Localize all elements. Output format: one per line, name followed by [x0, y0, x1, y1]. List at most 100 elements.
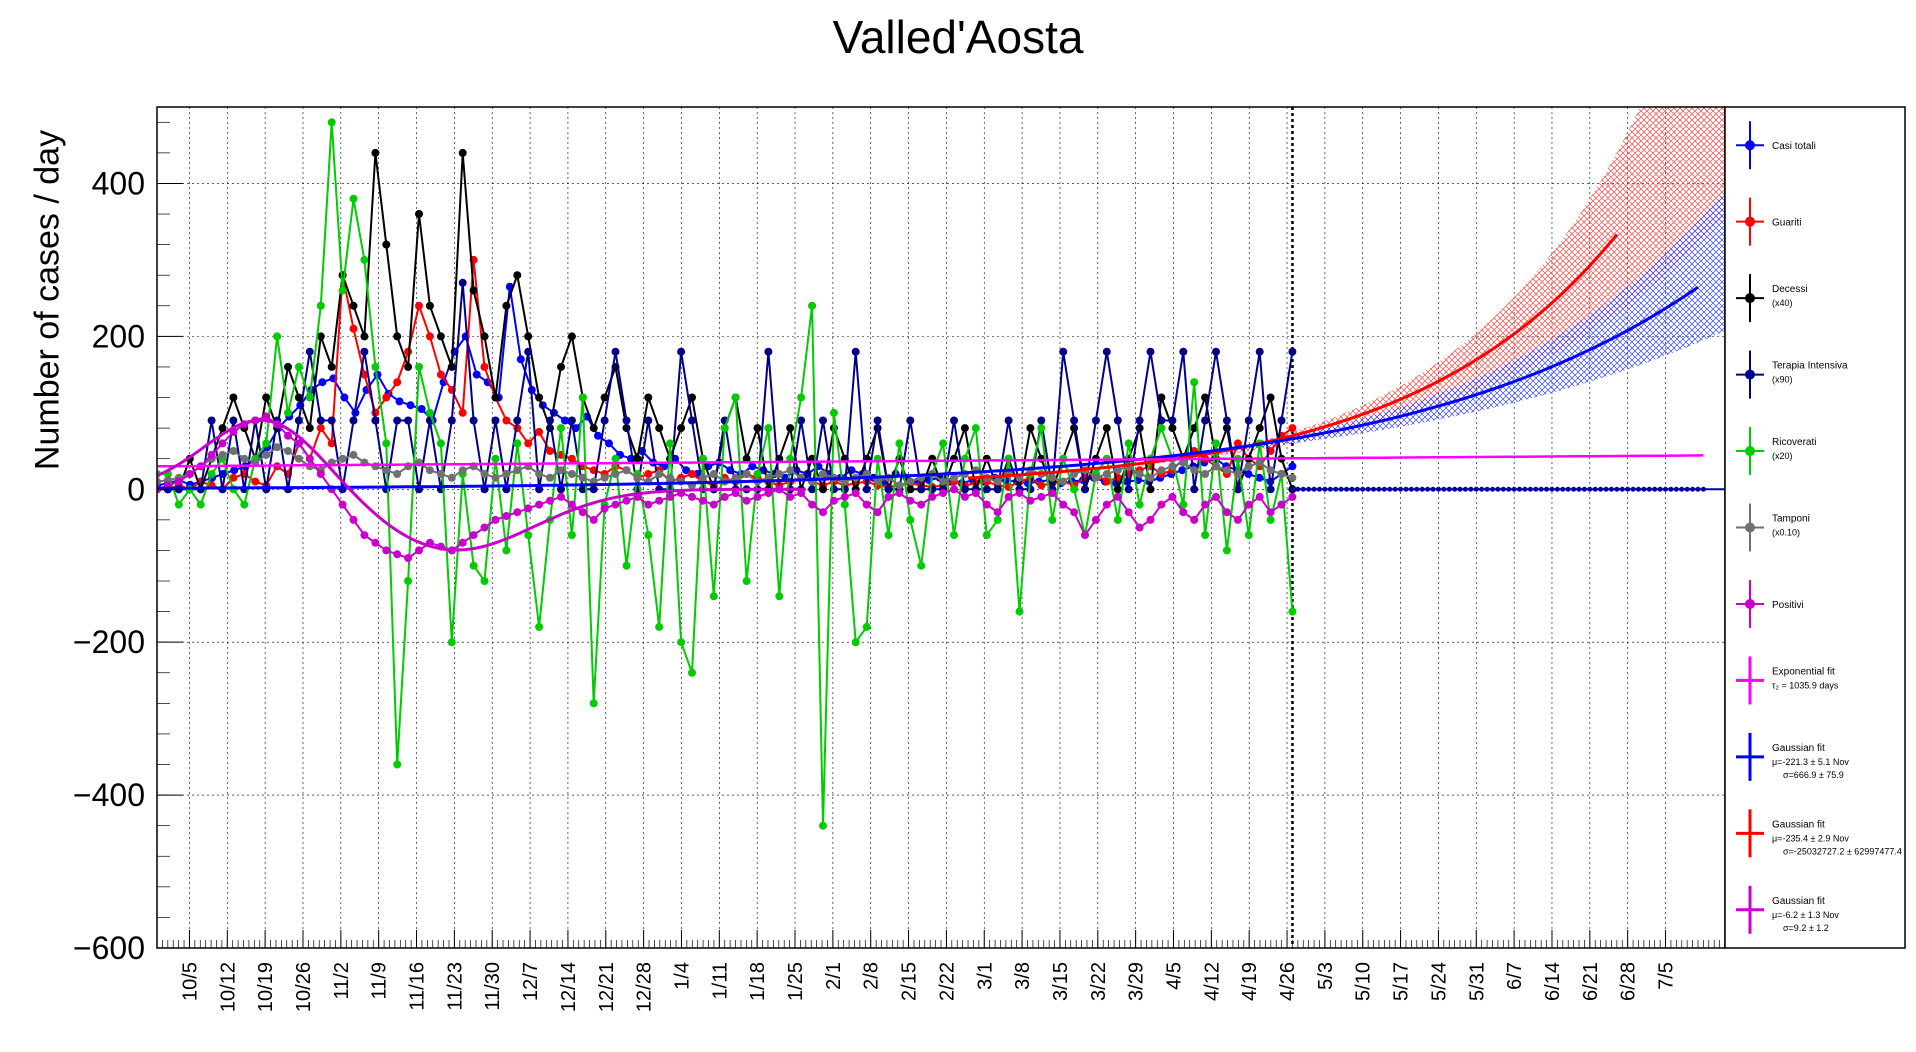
series-point	[480, 332, 489, 341]
series-point	[393, 550, 402, 559]
series-point	[318, 378, 327, 387]
series-point	[1222, 508, 1231, 517]
series-point	[316, 332, 325, 341]
series-point	[1222, 416, 1231, 425]
series-point	[731, 489, 740, 498]
series-point	[1135, 470, 1144, 478]
series-point	[1004, 416, 1013, 425]
x-tick-label: 11/23	[444, 962, 466, 1011]
series-point	[1157, 466, 1166, 475]
series-point	[819, 508, 827, 517]
series-point	[666, 473, 675, 482]
series-point	[960, 424, 969, 433]
series-point	[1201, 470, 1210, 478]
legend-label: Gaussian fit	[1772, 819, 1825, 830]
series-point	[360, 370, 369, 379]
series-point	[371, 148, 380, 157]
series-point	[775, 592, 784, 601]
series-point	[622, 466, 631, 475]
series-point	[1222, 546, 1231, 555]
series-point	[819, 485, 827, 494]
series-point	[338, 454, 347, 463]
series-point	[622, 561, 631, 570]
series-point	[884, 531, 893, 540]
x-tick-label: 1/18	[747, 962, 769, 1001]
series-point	[1026, 424, 1035, 433]
x-tick-label: 5/10	[1353, 962, 1375, 1001]
series-point	[349, 450, 358, 459]
series-point	[1135, 523, 1144, 532]
series-point	[1288, 492, 1297, 501]
series-point	[600, 504, 609, 513]
y-tick-label: −200	[73, 624, 145, 660]
x-tick-label: 10/26	[293, 962, 315, 1012]
series-point	[655, 622, 664, 631]
x-tick-label: 10/5	[179, 962, 201, 1001]
series-point	[1070, 485, 1079, 494]
series-point	[502, 546, 511, 555]
series-point	[709, 470, 718, 478]
legend-sublabel: (x20)	[1772, 451, 1793, 461]
series-point	[960, 485, 969, 494]
series-point	[1179, 347, 1188, 356]
series-point	[294, 439, 303, 448]
series-point	[349, 194, 358, 203]
series-point	[349, 515, 358, 524]
x-tick-label: 10/19	[255, 962, 277, 1012]
series-point	[720, 424, 729, 433]
series-point	[677, 638, 686, 647]
series-point	[218, 439, 227, 448]
series-point	[1190, 485, 1199, 494]
series-point	[873, 477, 882, 486]
series-point	[589, 699, 598, 708]
series-point	[611, 500, 620, 509]
series-point	[819, 470, 827, 478]
series-point	[524, 347, 533, 356]
series-point	[666, 492, 675, 501]
series-point	[862, 622, 871, 631]
series-point	[207, 450, 216, 459]
series-point	[1102, 424, 1111, 433]
series-point	[600, 416, 609, 425]
series-point	[655, 470, 664, 478]
series-point	[1266, 485, 1275, 494]
series-point	[917, 561, 926, 570]
x-tick-label: 2/1	[823, 962, 845, 990]
series-point	[469, 561, 478, 570]
series-point	[567, 500, 576, 509]
series-point	[764, 347, 773, 356]
legend-marker-dot	[1745, 216, 1755, 227]
series-point	[196, 500, 205, 509]
series-point	[1113, 515, 1122, 524]
legend-sublabel: (x40)	[1772, 298, 1793, 308]
series-point	[480, 470, 489, 478]
series-point	[884, 492, 893, 501]
series-point	[229, 393, 238, 402]
series-point	[218, 450, 227, 459]
series-point	[557, 424, 565, 433]
series-point	[305, 424, 314, 433]
series-point	[622, 496, 631, 505]
series-point	[284, 447, 292, 455]
legend-sublabel: μ=-221.3 ± 5.1 Nov	[1772, 757, 1849, 767]
series-point	[316, 416, 325, 425]
series-point	[1157, 500, 1166, 509]
series-point	[240, 454, 249, 463]
series-point	[524, 531, 533, 540]
x-tick-label: 3/29	[1126, 962, 1148, 1001]
series-point	[1048, 489, 1057, 498]
x-tick-label: 11/30	[482, 962, 504, 1011]
x-tick-label: 1/11	[709, 962, 731, 999]
series-point	[709, 500, 718, 509]
series-point	[1070, 508, 1079, 517]
x-tick-label: 12/21	[596, 962, 618, 1012]
series-point	[1037, 416, 1046, 425]
series-point	[371, 416, 380, 425]
series-point	[797, 416, 806, 425]
series-point	[873, 416, 882, 425]
series-point	[546, 496, 554, 505]
series-point	[688, 492, 696, 501]
series-point	[1288, 473, 1297, 482]
series-point	[775, 470, 784, 478]
series-point	[993, 485, 1002, 494]
